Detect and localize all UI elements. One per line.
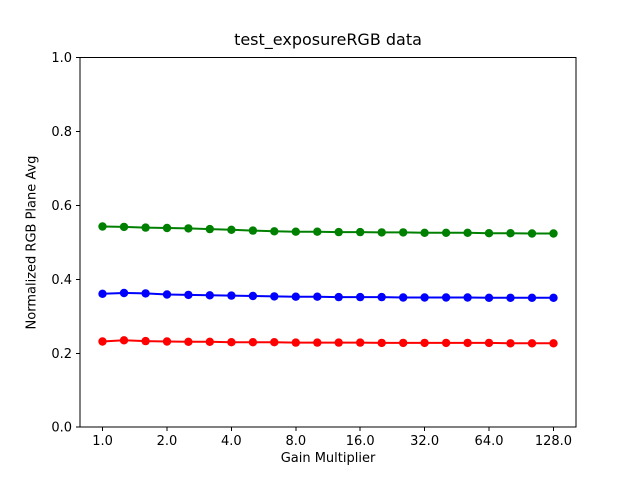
series-g-plane-marker: [399, 228, 408, 237]
series-b-plane-marker: [141, 289, 150, 298]
chart-title: test_exposureRGB data: [234, 30, 422, 49]
series-r-plane-marker: [313, 338, 322, 347]
series-g-plane-marker: [205, 224, 214, 234]
x-tick-label: 2.0: [157, 434, 178, 449]
x-tick-label: 8.0: [285, 434, 306, 449]
y-axis-ticks: 0.0 0.2 0.4 0.6 0.8 1.0: [51, 51, 80, 436]
series-r-plane-marker: [506, 339, 515, 348]
y-tick-label: 0.0: [51, 421, 72, 436]
series-g-plane-marker: [441, 228, 451, 237]
y-tick-label: 1.0: [51, 51, 72, 66]
series-b-plane-marker: [248, 291, 258, 301]
series-g-plane-marker: [377, 228, 386, 237]
x-tick-label: 64.0: [475, 434, 504, 449]
series-g-plane-marker: [506, 229, 515, 238]
x-tick-label: 128.0: [535, 434, 572, 449]
x-axis-ticks: 1.0 2.0 4.0 8.0 16.0 32.0 64.0 128.0: [92, 427, 572, 449]
series-r-plane-marker: [270, 338, 279, 347]
series-g-plane-marker: [313, 227, 322, 236]
series-b-plane-marker: [506, 293, 515, 302]
series-b-plane-marker: [334, 292, 343, 302]
series-b-plane-marker: [291, 292, 300, 301]
series-g-plane-marker: [549, 229, 558, 238]
series-r-plane-marker: [527, 339, 537, 348]
series-g-plane-marker: [227, 225, 236, 234]
series-r-plane-marker: [356, 338, 365, 347]
series-g-plane-marker: [291, 227, 300, 236]
x-axis-label: Gain Multiplier: [280, 451, 376, 466]
series-b-plane-marker: [270, 292, 279, 301]
series-r-plane-marker: [227, 338, 236, 347]
series-r-plane-marker: [119, 336, 129, 345]
series-r-plane-line: [102, 339, 554, 345]
axes-spines: [79, 57, 577, 428]
series-r-plane-marker: [162, 337, 172, 346]
series-g-plane-marker: [248, 226, 258, 235]
series-r-plane-marker: [334, 338, 343, 347]
series-b-plane-marker: [420, 293, 429, 302]
series-g-plane-marker: [527, 229, 537, 238]
series-b-plane-marker: [162, 290, 172, 299]
series-b-plane-marker: [313, 292, 322, 301]
series-g-plane-marker: [420, 228, 429, 237]
series-r-plane-marker: [420, 338, 429, 348]
series-b-plane-marker: [441, 293, 451, 302]
y-tick-label: 0.4: [51, 273, 72, 288]
series-b-plane-marker: [399, 293, 408, 302]
series-r-plane-marker: [98, 337, 107, 346]
series-r-plane-marker: [248, 338, 258, 347]
y-tick-label: 0.2: [51, 347, 72, 362]
x-tick-label: 1.0: [92, 434, 113, 449]
series-r-plane-marker: [377, 338, 386, 348]
series-b-plane-marker: [184, 290, 193, 300]
series-r-plane-marker: [291, 338, 300, 347]
series-g-plane-marker: [98, 222, 107, 231]
series-g-plane-marker: [463, 228, 472, 237]
series-b-plane-marker: [527, 293, 537, 302]
series-r-plane-marker: [463, 338, 472, 348]
series-r-plane-marker: [141, 336, 150, 346]
x-tick-label: 32.0: [410, 434, 439, 449]
y-tick-label: 0.6: [51, 199, 72, 214]
series-r-plane-marker: [441, 338, 451, 348]
x-tick-label: 16.0: [346, 434, 375, 449]
series-b-plane-marker: [119, 288, 129, 298]
series-g-plane-marker: [270, 227, 279, 236]
series-r-plane-marker: [399, 338, 408, 348]
x-tick-label: 4.0: [221, 434, 242, 449]
series-g-plane-line: [102, 225, 554, 235]
series-r-plane-marker: [549, 339, 558, 348]
series-r-plane-marker: [484, 338, 494, 348]
series-r-plane: [98, 336, 558, 348]
series-g-plane-marker: [334, 227, 343, 237]
series-b-plane: [98, 288, 558, 302]
series-r-plane-marker: [205, 337, 214, 346]
series-r-plane-marker: [184, 337, 193, 346]
series-b-plane-marker: [484, 293, 494, 302]
series-g-plane-marker: [141, 223, 150, 232]
series-b-plane-marker: [205, 291, 214, 300]
series-b-plane-marker: [356, 292, 365, 302]
series-b-plane-marker: [549, 293, 558, 302]
series-b-plane-marker: [227, 291, 236, 300]
series-g-plane-marker: [119, 222, 129, 232]
y-tick-label: 0.8: [51, 125, 72, 140]
series-b-plane-marker: [463, 293, 472, 302]
series-g-plane: [98, 222, 558, 238]
series-g-plane-marker: [162, 223, 172, 233]
series-g-plane-marker: [484, 229, 494, 238]
series-b-plane-marker: [377, 292, 386, 302]
series-g-plane-marker: [184, 224, 193, 233]
series-b-plane-marker: [98, 289, 107, 298]
series-g-plane-marker: [356, 227, 365, 237]
series-b-plane-line: [102, 291, 554, 299]
